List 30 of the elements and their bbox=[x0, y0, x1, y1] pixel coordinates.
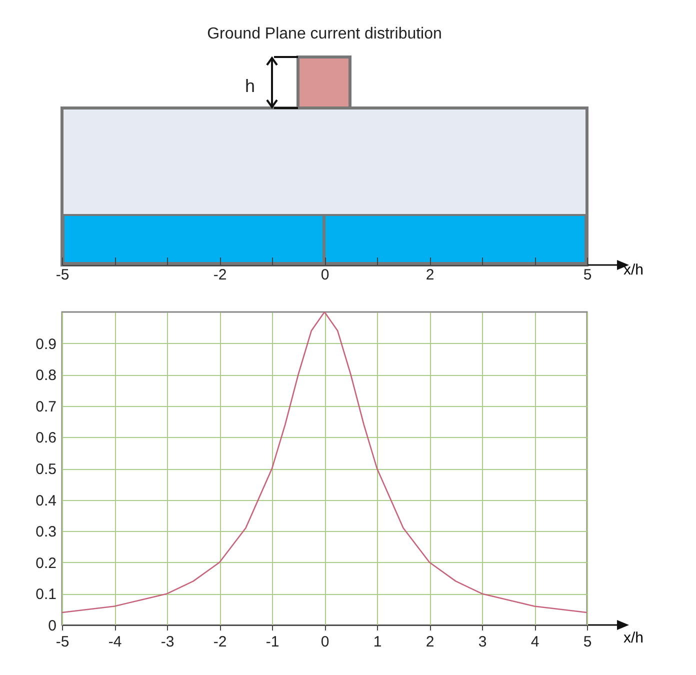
chart-title: Ground Plane current distribution bbox=[207, 26, 442, 42]
x-tick-label: -1 bbox=[266, 634, 280, 650]
y-tick-label: 0.3 bbox=[36, 524, 56, 541]
y-tick-label: 0.4 bbox=[36, 492, 56, 510]
x-tick-label: 4 bbox=[530, 634, 540, 650]
y-tick-label: 0.5 bbox=[36, 461, 56, 478]
x-tick-label: 2 bbox=[426, 634, 434, 650]
x-tick-label: 5 bbox=[583, 634, 592, 650]
y-tick-label: 0.9 bbox=[36, 336, 56, 353]
y-tick-label: 0.8 bbox=[36, 367, 56, 384]
text: h bbox=[245, 76, 256, 96]
y-tick-label: 0.1 bbox=[36, 586, 56, 604]
x-tick-label: 3 bbox=[478, 634, 487, 650]
x-tick-label: -5 bbox=[56, 634, 70, 650]
y-tick-label: 0.2 bbox=[36, 554, 56, 572]
x2-tick-label: -2 bbox=[213, 266, 227, 284]
x2-tick-label: 0 bbox=[320, 266, 330, 284]
x-tick-label: 1 bbox=[373, 634, 382, 650]
x-tick-label: -3 bbox=[160, 634, 174, 650]
x-tick-label: -2 bbox=[213, 634, 227, 650]
x2-tick-label: -5 bbox=[56, 266, 70, 284]
y-tick-label: 0 bbox=[48, 618, 56, 634]
x2-tick-label: 5 bbox=[583, 266, 592, 284]
y-tick-label: 0.7 bbox=[36, 398, 56, 416]
x-tick-label: 0 bbox=[320, 634, 330, 650]
x-axis-title: x/h bbox=[624, 630, 644, 646]
y-tick-label: 0.6 bbox=[36, 430, 56, 447]
x-tick-label: -4 bbox=[108, 634, 122, 650]
x2-tick-label: 2 bbox=[426, 266, 434, 284]
x2-axis-title: x/h bbox=[624, 262, 644, 278]
